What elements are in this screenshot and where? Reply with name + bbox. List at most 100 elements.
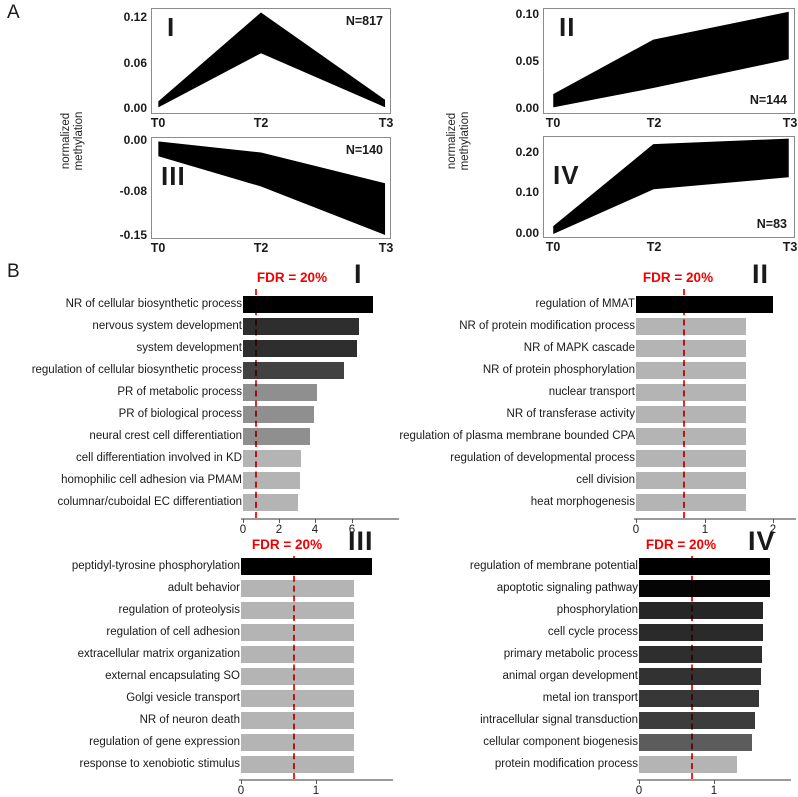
- x-axis-tick: [279, 519, 280, 523]
- enrichment-bar: [241, 624, 354, 641]
- methylation-band: [553, 138, 789, 234]
- x-axis-tick: [639, 780, 640, 784]
- y-axis-label-right-line2: methylation: [459, 111, 471, 171]
- bar-category-label: Golgi vesicle transport: [126, 692, 240, 704]
- x-tick-label: T2: [646, 240, 662, 254]
- bar-category-label: animal organ development: [502, 670, 638, 682]
- enrichment-bar: [241, 580, 354, 597]
- x-axis-tick: [316, 780, 317, 784]
- x-axis-tick: [636, 519, 637, 523]
- x-tick-label: T2: [253, 241, 269, 255]
- n-count-label-II: N=144: [749, 93, 787, 107]
- x-axis-tick-label: 1: [701, 524, 709, 536]
- x-axis-tick: [714, 780, 715, 784]
- fdr-threshold-line-IV: [691, 556, 693, 779]
- y-tick-label: 0.12: [123, 10, 147, 24]
- enrichment-bar: [639, 712, 755, 729]
- cluster-numeral-IV: IV: [553, 160, 580, 190]
- methylation-band: [158, 12, 386, 108]
- x-axis-line: [634, 518, 796, 520]
- x-axis-tick-label: 4: [311, 524, 319, 536]
- y-tick-label: 0.00: [515, 226, 539, 240]
- x-tick-label: T0: [150, 116, 166, 130]
- y-tick-label: -0.15: [119, 228, 147, 242]
- enrichment-bar: [241, 712, 354, 729]
- enrichment-bar: [639, 690, 759, 707]
- enrichment-bar: [639, 624, 763, 641]
- bar-category-label: nuclear transport: [548, 386, 635, 398]
- bar-category-label: regulation of plasma membrane bounded CP…: [399, 430, 635, 442]
- bar-category-label: adult behavior: [167, 582, 240, 594]
- x-tick-label: T0: [545, 240, 561, 254]
- x-axis-line: [637, 779, 791, 781]
- bar-category-label: regulation of gene expression: [89, 736, 240, 748]
- x-axis-tick-label: 0: [239, 524, 247, 536]
- bar-category-label: cell division: [576, 474, 635, 486]
- enrichment-bar: [243, 384, 317, 401]
- x-axis-tick: [352, 519, 353, 523]
- bar-category-label: regulation of developmental process: [450, 452, 635, 464]
- x-tick-label: T3: [378, 116, 394, 130]
- enrichment-bar: [639, 756, 737, 773]
- bar-category-label: columnar/cuboidal EC differentiation: [57, 496, 242, 508]
- x-axis-tick-label: 1: [312, 785, 320, 797]
- enrichment-bar: [243, 406, 314, 423]
- fdr-threshold-line-I: [255, 289, 257, 518]
- x-axis-tick: [773, 519, 774, 523]
- enrichment-bar: [241, 734, 354, 751]
- enrichment-bar: [241, 602, 354, 619]
- n-count-label-IV: N=83: [756, 217, 787, 231]
- fdr-threshold-label-IV: FDR = 20%: [645, 537, 717, 552]
- n-count-label-I: N=817: [345, 14, 383, 28]
- area-plot-IV: [543, 136, 795, 238]
- bar-category-label: NR of protein modification process: [459, 320, 635, 332]
- enrichment-bar: [636, 406, 746, 423]
- y-tick-label: 0.10: [515, 185, 539, 199]
- x-axis-tick: [705, 519, 706, 523]
- enrichment-bar: [639, 734, 752, 751]
- enrichment-bar: [241, 646, 354, 663]
- bar-category-label: cell differentiation involved in KD: [76, 452, 242, 464]
- x-tick-label: T2: [253, 116, 269, 130]
- y-tick-label: 0.00: [123, 101, 147, 115]
- x-tick-label: T0: [150, 241, 166, 255]
- x-axis-tick: [241, 780, 242, 784]
- bar-category-label: extracellular matrix organization: [77, 648, 240, 660]
- y-tick-label: 0.05: [515, 54, 539, 68]
- enrichment-bar: [241, 558, 372, 575]
- methylation-band: [553, 11, 789, 108]
- bar-category-label: peptidyl-tyrosine phosphorylation: [71, 560, 240, 572]
- y-tick-label: -0.08: [119, 184, 147, 198]
- bar-category-label: regulation of membrane potential: [469, 560, 638, 572]
- enrichment-bar: [243, 472, 300, 489]
- x-axis-tick: [243, 519, 244, 523]
- x-axis-tick-label: 1: [710, 785, 718, 797]
- area-plot-II: [543, 8, 795, 114]
- bar-category-label: apoptotic signaling pathway: [496, 582, 638, 594]
- x-axis-tick-label: 6: [348, 524, 356, 536]
- y-tick-label: 0.00: [123, 133, 147, 147]
- enrichment-bar: [636, 384, 746, 401]
- area-plot-I: [151, 8, 391, 114]
- bar-category-label: regulation of MMAT: [535, 298, 636, 310]
- x-axis-tick: [315, 519, 316, 523]
- y-axis-label-left-line1: normalized: [60, 112, 72, 170]
- x-axis-tick-label: 0: [635, 785, 643, 797]
- x-axis-tick-label: 0: [237, 785, 245, 797]
- cluster-numeral-I: I: [167, 12, 176, 42]
- enrichment-bar: [243, 428, 310, 445]
- x-axis-tick-label: 2: [769, 524, 777, 536]
- bar-category-label: metal ion transport: [542, 692, 638, 704]
- fdr-threshold-label-II: FDR = 20%: [642, 270, 714, 285]
- y-axis-label-left: normalized methylation: [60, 86, 88, 196]
- enrichment-bar: [241, 756, 354, 773]
- methylation-band: [158, 141, 386, 235]
- y-axis-label-left-line2: methylation: [73, 111, 85, 171]
- enrichment-bar: [636, 450, 746, 467]
- enrichment-bar: [636, 428, 746, 445]
- enrichment-bar: [639, 646, 762, 663]
- cluster-numeral-III: III: [161, 161, 186, 191]
- enrichment-bar: [639, 668, 761, 685]
- x-tick-label: T2: [646, 116, 662, 130]
- bar-category-label: cellular component biogenesis: [483, 736, 638, 748]
